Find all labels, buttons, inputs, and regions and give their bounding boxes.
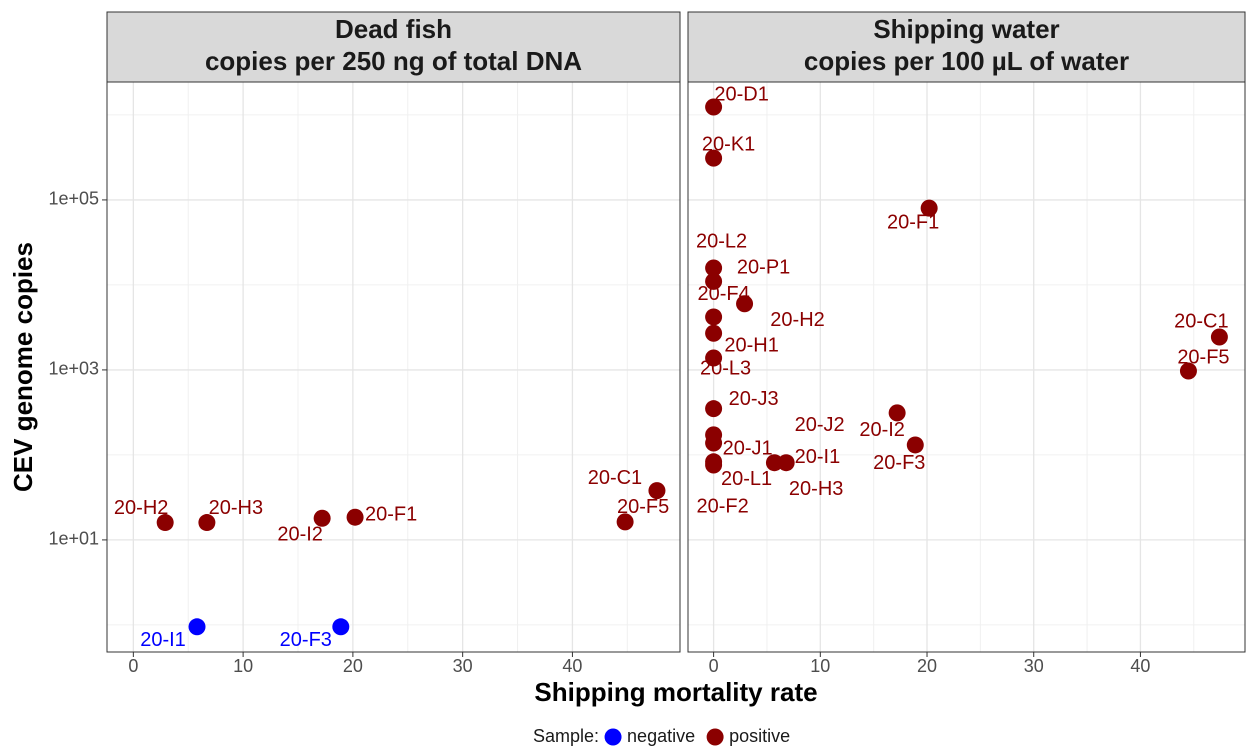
facet-subtitle: copies per 100 µL of water: [804, 46, 1129, 76]
point: [1179, 362, 1197, 380]
legend-swatch: [604, 728, 622, 746]
point: [198, 514, 216, 532]
point-label: 20-H2: [770, 309, 824, 331]
point-label: 20-C1: [1174, 310, 1228, 332]
x-tick-label: 20: [343, 656, 363, 676]
point: [906, 436, 924, 454]
point: [777, 454, 795, 472]
point-label: 20-P1: [737, 257, 790, 279]
x-tick-label: 30: [1024, 656, 1044, 676]
point-label: 20-F3: [873, 452, 925, 474]
point: [313, 509, 331, 527]
y-tick-label: 1e+05: [48, 189, 99, 209]
point-label: 20-I1: [795, 446, 841, 468]
point: [705, 272, 723, 290]
point-label: 20-D1: [714, 83, 768, 105]
point: [705, 400, 723, 418]
x-tick-label: 30: [453, 656, 473, 676]
facet-title: Shipping water: [873, 14, 1059, 44]
x-axis-label: Shipping mortality rate: [534, 677, 817, 707]
point: [346, 508, 364, 526]
panel-border: [106, 81, 681, 653]
point-label: 20-K1: [702, 133, 755, 155]
point: [705, 324, 723, 342]
facet-title: Dead fish: [335, 14, 452, 44]
facet-strip: [106, 11, 681, 83]
point: [705, 259, 723, 277]
point: [705, 349, 723, 367]
point-label: 20-I1: [140, 629, 186, 651]
point: [616, 513, 634, 531]
point: [736, 295, 754, 313]
y-tick-label: 1e+03: [48, 359, 99, 379]
y-tick-label: 1e+01: [48, 529, 99, 549]
x-tick-label: 10: [233, 656, 253, 676]
point-label: 20-F2: [696, 495, 748, 517]
point-label: 20-J2: [795, 414, 845, 436]
legend-title: Sample:: [533, 726, 599, 746]
point: [888, 404, 906, 422]
point-label: 20-F5: [1177, 346, 1229, 368]
point-label: 20-J3: [729, 388, 779, 410]
point-label: 20-J1: [723, 437, 773, 459]
point-label: 20-L1: [721, 468, 772, 490]
point-label: 20-H2: [114, 497, 168, 519]
point: [332, 618, 350, 636]
point-label: 20-I2: [859, 419, 905, 441]
point: [705, 98, 723, 116]
point: [705, 149, 723, 167]
legend-label: negative: [627, 726, 695, 746]
x-tick-label: 20: [917, 656, 937, 676]
point: [705, 308, 723, 326]
point: [705, 456, 723, 474]
point-label: 20-H1: [724, 335, 778, 357]
point: [1210, 328, 1228, 346]
y-axis-label: CEV genome copies: [8, 242, 38, 492]
x-tick-label: 40: [562, 656, 582, 676]
point-label: 20-F1: [365, 503, 417, 525]
point-label: 20-L2: [696, 230, 747, 252]
panel-border: [687, 81, 1246, 653]
point: [765, 454, 783, 472]
point-label: 20-I2: [277, 523, 323, 545]
x-tick-label: 10: [810, 656, 830, 676]
legend-swatch: [706, 728, 724, 746]
point-label: 20-F5: [617, 496, 669, 518]
point: [648, 482, 666, 500]
point-label: 20-F3: [280, 629, 332, 651]
point: [188, 618, 206, 636]
x-tick-label: 0: [128, 656, 138, 676]
facet-strip: [687, 11, 1246, 83]
facet-subtitle: copies per 250 ng of total DNA: [205, 46, 582, 76]
point: [920, 199, 938, 217]
point-label: 20-C1: [588, 467, 642, 489]
point-label: 20-F4: [697, 283, 749, 305]
point-label: 20-F1: [887, 211, 939, 233]
x-tick-label: 40: [1130, 656, 1150, 676]
point-label: 20-H3: [789, 478, 843, 500]
point-label: 20-H3: [209, 497, 263, 519]
point: [156, 514, 174, 532]
point-label: 20-L3: [700, 357, 751, 379]
point: [705, 434, 723, 452]
legend-label: positive: [729, 726, 790, 746]
x-tick-label: 0: [709, 656, 719, 676]
